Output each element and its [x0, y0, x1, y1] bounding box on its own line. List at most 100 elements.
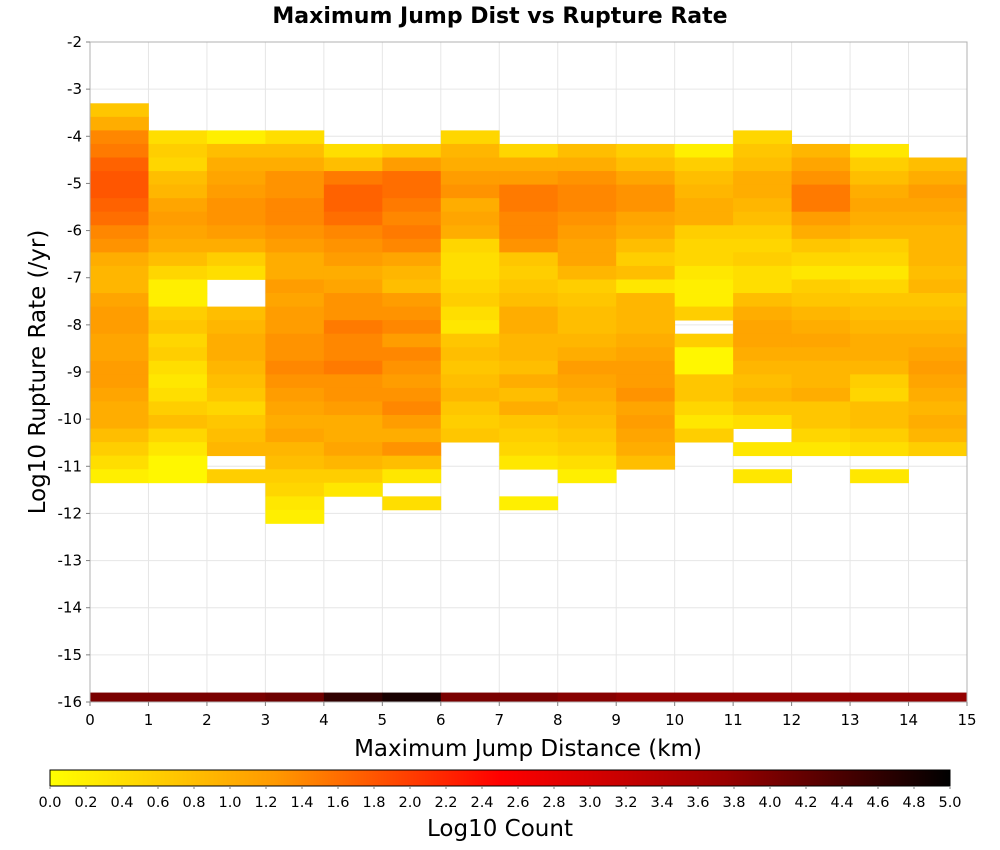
heatmap-cell [908, 387, 968, 402]
heatmap-cell [323, 333, 383, 348]
heatmap-cell [90, 211, 149, 226]
x-axis-ticks: 0 1 2 3 4 5 6 7 8 9 10 11 12 13 14 15 [85, 702, 977, 729]
heatmap-cell [323, 347, 383, 362]
heatmap-cell [148, 306, 208, 321]
heatmap-cell [148, 157, 208, 172]
y-tick-label: -4 [67, 127, 82, 145]
heatmap-cell [265, 442, 325, 457]
heatmap-cell [148, 442, 208, 457]
heatmap-cell [323, 279, 383, 294]
heatmap-cell [323, 225, 383, 240]
heatmap-cell [265, 225, 325, 240]
heatmap-cell [850, 442, 909, 457]
heatmap-cell [440, 320, 500, 335]
colorbar-tick-label: 3.4 [650, 795, 673, 811]
heatmap-cell [440, 415, 500, 429]
heatmap-cell [674, 279, 734, 294]
heatmap-cell [440, 347, 500, 362]
colorbar-tick-label: 1.6 [326, 795, 349, 811]
heatmap-cell [323, 157, 383, 172]
heatmap-cell [265, 279, 325, 294]
heatmap-cell [206, 225, 266, 240]
heatmap-cell [499, 692, 559, 702]
heatmap-cell [206, 333, 266, 348]
heatmap-cell [499, 171, 559, 185]
heatmap-cell [499, 442, 559, 457]
heatmap-cell [908, 184, 968, 199]
heatmap-cell [791, 238, 851, 253]
heatmap-cell [148, 455, 208, 470]
heatmap-cell [206, 347, 266, 362]
heatmap-cell [616, 692, 676, 702]
y-tick-label: -3 [67, 80, 82, 98]
heatmap-cell [557, 143, 617, 158]
heatmap-cell [557, 279, 617, 294]
heatmap-cell [382, 455, 442, 470]
heatmap-cell [908, 415, 968, 429]
heatmap-cell [791, 225, 851, 240]
heatmap-cell [674, 415, 734, 429]
heatmap-cell [206, 374, 266, 389]
heatmap-cell [90, 333, 149, 348]
heatmap-cell [206, 306, 266, 321]
heatmap-cell [733, 347, 792, 362]
heatmap-cell [382, 225, 442, 240]
heatmap-cell [323, 143, 383, 158]
heatmap-cell [499, 265, 559, 280]
x-tick-label: 0 [85, 711, 95, 729]
heatmap-cell [265, 455, 325, 470]
heatmap-cell [323, 293, 383, 307]
heatmap-cell [908, 252, 968, 267]
heatmap-cell [791, 442, 851, 457]
heatmap-cell [674, 171, 734, 185]
heatmap-cell [323, 171, 383, 185]
heatmap-cell [90, 374, 149, 389]
heatmap-cell [733, 238, 792, 253]
heatmap-cell [499, 157, 559, 172]
x-tick-label: 1 [144, 711, 154, 729]
heatmap-cell [850, 333, 909, 348]
y-tick-label: -13 [58, 552, 83, 570]
heatmap-cell [791, 428, 851, 443]
heatmap-cell [791, 184, 851, 199]
heatmap-cell [382, 347, 442, 362]
x-tick-label: 11 [724, 711, 743, 729]
heatmap-cell [908, 320, 968, 335]
heatmap-cell [791, 279, 851, 294]
heatmap-cell [908, 333, 968, 348]
colorbar-tick-label: 2.2 [434, 795, 457, 811]
colorbar-label: Log10 Count [427, 816, 573, 842]
heatmap-cell [382, 442, 442, 457]
heatmap-cell [557, 265, 617, 280]
heatmap-cell [323, 374, 383, 389]
heatmap-cell [557, 387, 617, 402]
heatmap-cell [148, 333, 208, 348]
heatmap-cell [616, 442, 676, 457]
heatmap-cell [674, 374, 734, 389]
heatmap-cell [733, 333, 792, 348]
heatmap-cell [557, 401, 617, 416]
heatmap-cell [148, 293, 208, 307]
y-axis-label: Log10 Rupture Rate (/yr) [25, 230, 51, 515]
heatmap-cell [382, 360, 442, 375]
heatmap-cell [616, 415, 676, 429]
heatmap-cell [850, 198, 909, 213]
heatmap-cell [674, 184, 734, 199]
heatmap-cell [206, 692, 266, 702]
heatmap-cell [908, 265, 968, 280]
heatmap-cell [557, 171, 617, 185]
heatmap-cell [908, 157, 968, 172]
heatmap-cell [791, 387, 851, 402]
heatmap-cell [323, 387, 383, 402]
x-tick-label: 2 [202, 711, 212, 729]
heatmap-cell [90, 157, 149, 172]
heatmap-cell [791, 374, 851, 389]
heatmap-cell [557, 198, 617, 213]
heatmap-cell [265, 469, 325, 484]
heatmap-cell [850, 428, 909, 443]
colorbar-tick-label: 0.8 [182, 795, 205, 811]
heatmap-cell [90, 225, 149, 240]
heatmap-cell [733, 374, 792, 389]
heatmap-cell [323, 306, 383, 321]
